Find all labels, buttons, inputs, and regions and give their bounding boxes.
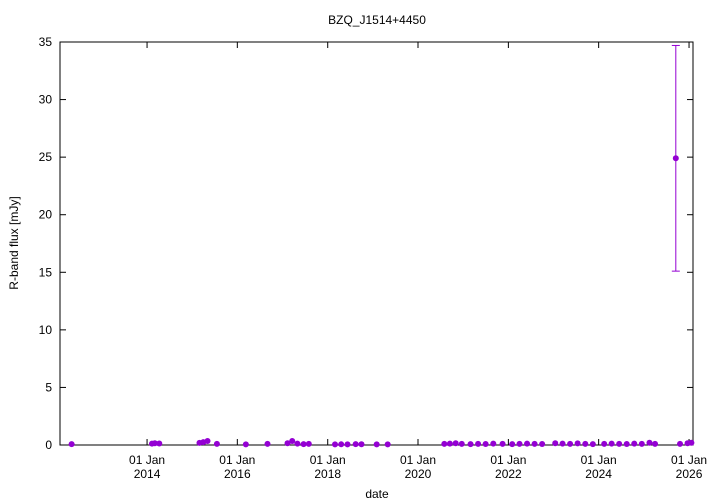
x-tick-label: 01 Jan 2020 bbox=[399, 453, 436, 481]
data-point bbox=[567, 440, 574, 447]
data-point bbox=[516, 440, 523, 447]
data-point bbox=[539, 440, 546, 447]
data-point bbox=[524, 440, 531, 447]
data-point bbox=[608, 440, 615, 447]
data-point bbox=[264, 440, 271, 447]
data-point bbox=[623, 440, 630, 447]
y-tick-label: 10 bbox=[39, 323, 53, 337]
data-point bbox=[156, 440, 163, 447]
data-point bbox=[204, 437, 211, 444]
chart-title: BZQ_J1514+4450 bbox=[328, 13, 426, 27]
data-point bbox=[242, 441, 249, 448]
data-point bbox=[652, 440, 659, 447]
data-point bbox=[332, 441, 339, 448]
data-point bbox=[458, 440, 465, 447]
data-point bbox=[294, 440, 301, 447]
y-tick-label: 20 bbox=[39, 208, 53, 222]
plot-frame bbox=[59, 41, 694, 446]
x-tick-label: 01 Jan 2022 bbox=[490, 453, 527, 481]
data-point bbox=[284, 440, 291, 447]
x-tick-label: 01 Jan 2026 bbox=[671, 453, 708, 481]
data-point bbox=[531, 440, 538, 447]
y-tick-label: 35 bbox=[39, 35, 53, 49]
data-point bbox=[509, 441, 516, 448]
data-point bbox=[552, 440, 559, 447]
data-point bbox=[582, 440, 589, 447]
data-point bbox=[452, 440, 459, 447]
data-point bbox=[384, 441, 391, 448]
x-tick-label: 01 Jan 2018 bbox=[309, 453, 346, 481]
data-point bbox=[68, 441, 75, 448]
data-point bbox=[490, 440, 497, 447]
data-point bbox=[467, 441, 474, 448]
data-point bbox=[482, 440, 489, 447]
data-point bbox=[688, 439, 695, 446]
data-point bbox=[601, 440, 608, 447]
x-tick-label: 01 Jan 2014 bbox=[129, 453, 166, 481]
y-axis-label: R-band flux [mJy] bbox=[7, 196, 21, 289]
data-point bbox=[638, 440, 645, 447]
data-point bbox=[352, 441, 359, 448]
x-axis-label: date bbox=[365, 487, 389, 501]
data-point bbox=[677, 440, 684, 447]
y-tick-label: 0 bbox=[45, 438, 52, 452]
data-point bbox=[559, 440, 566, 447]
data-point bbox=[151, 440, 158, 447]
data-point bbox=[213, 440, 220, 447]
x-tick-label: 01 Jan 2016 bbox=[219, 453, 256, 481]
data-point bbox=[289, 437, 296, 444]
data-point bbox=[446, 440, 453, 447]
data-point bbox=[631, 440, 638, 447]
data-point bbox=[373, 441, 380, 448]
data-point bbox=[358, 441, 365, 448]
data-point bbox=[475, 440, 482, 447]
data-point bbox=[672, 155, 679, 162]
data-point bbox=[300, 441, 307, 448]
data-point bbox=[646, 439, 653, 446]
y-tick-label: 30 bbox=[39, 93, 53, 107]
y-tick-label: 5 bbox=[45, 380, 52, 394]
data-point bbox=[338, 441, 345, 448]
data-point bbox=[574, 440, 581, 447]
x-tick-label: 01 Jan 2024 bbox=[580, 453, 617, 481]
data-point bbox=[616, 440, 623, 447]
data-point bbox=[589, 441, 596, 448]
data-point bbox=[441, 440, 448, 447]
data-point bbox=[305, 440, 312, 447]
data-point bbox=[499, 440, 506, 447]
y-tick-label: 15 bbox=[39, 265, 53, 279]
data-point bbox=[344, 441, 351, 448]
y-tick-label: 25 bbox=[39, 150, 53, 164]
